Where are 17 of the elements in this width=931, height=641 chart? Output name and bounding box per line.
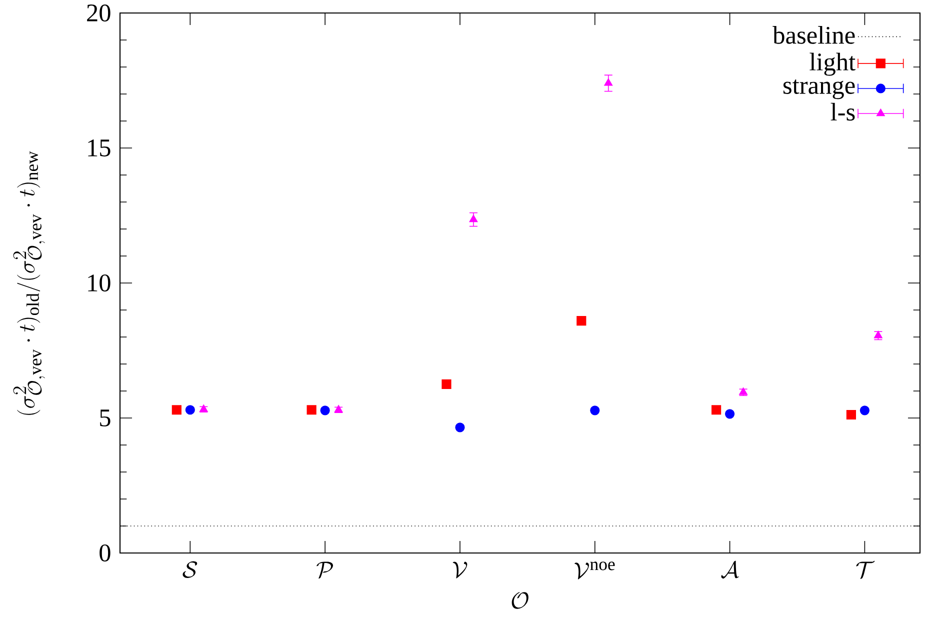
x-tick-label: $\mathcal{V}^{\mathrm{noe}}$ [574, 562, 615, 580]
x-tick-label: $\mathcal{S}$ [182, 561, 198, 578]
legend-label: l-s [830, 102, 855, 121]
y-tick-label: 0 [100, 544, 110, 562]
y-tick-label: 10 [88, 274, 110, 292]
y-tick-label: 5 [100, 410, 110, 426]
legend-label: baseline [772, 26, 855, 44]
x-tick-label: $\mathcal{V}$ [452, 562, 468, 578]
x-tick-label: $\mathcal{P}$ [316, 562, 334, 579]
x-tick-label: $\mathcal{T}$ [856, 560, 875, 580]
legend-label: light [810, 52, 856, 76]
y-tick-label: 15 [88, 140, 110, 156]
y-axis-title: $(\sigma^2_{\mathcal{O},\mathrm{vev}}\cdot t)_{\mathrm{old}}/(\sigma^2_{\mathcal{O},\mathrm{vev}}\cdot t)_{\mathrm{new}}$ [13, 151, 45, 415]
x-tick-label: $\mathcal{A}$ [721, 560, 739, 579]
x-axis-title: $\mathcal{O}$ [512, 592, 528, 609]
legend-label: strange [784, 79, 855, 100]
y-tick-label: 20 [87, 4, 110, 22]
